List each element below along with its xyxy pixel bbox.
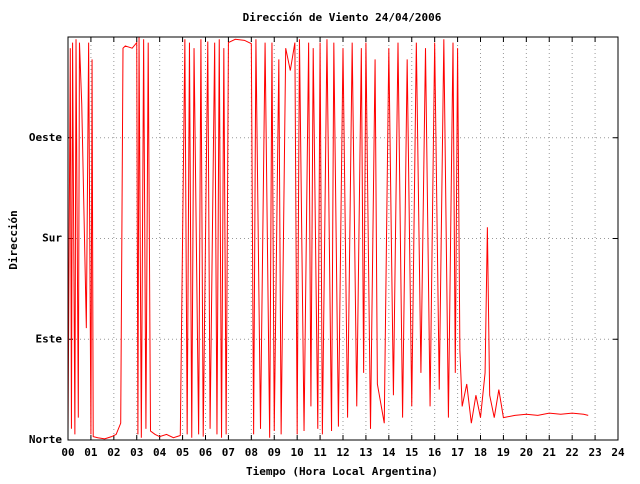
y-tick-label: Norte [29,433,62,446]
x-tick-label: 21 [543,446,557,459]
x-tick-label: 11 [313,446,327,459]
y-tick-label: Este [36,332,63,345]
x-tick-label: 15 [405,446,418,459]
x-tick-label: 12 [336,446,349,459]
y-tick-label: Oeste [29,131,62,144]
x-tick-label: 16 [428,446,442,459]
x-tick-label: 05 [176,446,189,459]
x-tick-label: 03 [130,446,143,459]
x-tick-label: 17 [451,446,464,459]
x-tick-label: 04 [153,446,167,459]
data-line [67,36,589,440]
x-tick-label: 14 [382,446,396,459]
x-tick-label: 06 [199,446,213,459]
x-tick-label: 02 [107,446,120,459]
x-tick-label: 20 [520,446,533,459]
x-tick-label: 09 [268,446,281,459]
y-tick-label: Sur [42,232,62,245]
x-tick-label: 08 [245,446,258,459]
y-axis-label: Dirección [7,210,20,270]
x-tick-label: 00 [61,446,74,459]
chart-title: Dirección de Viento 24/04/2006 [243,11,442,24]
x-tick-label: 01 [84,446,98,459]
x-tick-label: 19 [497,446,510,459]
x-tick-label: 10 [291,446,304,459]
x-tick-label: 23 [588,446,601,459]
x-axis-label: Tiempo (Hora Local Argentina) [246,465,438,478]
x-tick-label: 13 [359,446,372,459]
x-tick-label: 18 [474,446,487,459]
plot-frame [67,36,619,441]
x-tick-label: 22 [566,446,579,459]
x-tick-label: 24 [611,446,625,459]
x-tick-label: 07 [222,446,235,459]
